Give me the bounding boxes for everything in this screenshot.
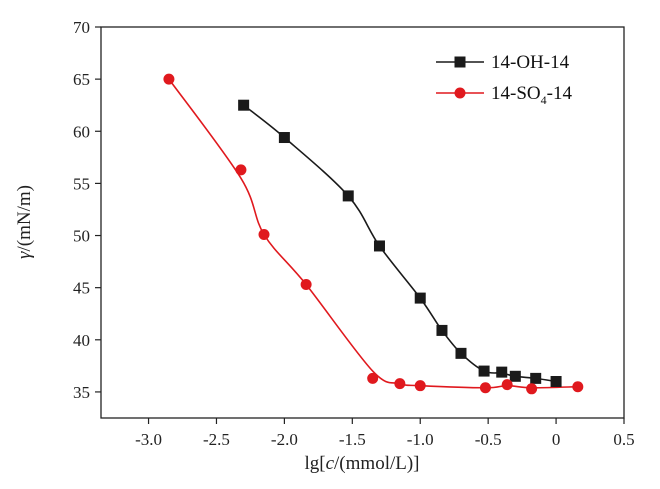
data-point-14-SO4-14 [479, 382, 491, 394]
y-tick-label: 60 [73, 122, 90, 141]
data-point-14-SO4-14 [526, 383, 538, 395]
plot-frame [100, 26, 625, 419]
y-axis-symbol: γ [14, 251, 35, 259]
data-point-14-OH-14 [550, 376, 562, 388]
y-tick-label: 70 [73, 18, 90, 37]
data-point-14-SO4-14 [300, 279, 312, 291]
legend-item-14-OH-14: 14-OH-14 [436, 52, 570, 73]
x-axis-title: lg[c/(mmol/L)] [304, 453, 419, 474]
x-tick-label: -1.0 [407, 430, 434, 449]
x-axis-symbol: c [326, 453, 335, 474]
data-point-14-OH-14 [436, 324, 448, 336]
data-point-14-SO4-14 [235, 164, 247, 176]
x-tick-label: 0.5 [613, 430, 634, 449]
data-point-14-SO4-14 [501, 379, 513, 391]
data-point-14-SO4-14 [414, 380, 426, 392]
series-curves [168, 78, 578, 389]
series-line-14-SO4-14 [168, 78, 578, 389]
x-axis-unit: /(mmol/L)] [334, 453, 419, 474]
data-point-14-SO4-14 [163, 73, 175, 85]
data-point-14-OH-14 [509, 370, 521, 382]
legend-item-14-SO4-14: 14-SO4-14 [436, 83, 572, 107]
data-point-14-SO4-14 [572, 381, 584, 393]
y-tick-label: 65 [73, 70, 90, 89]
x-tick-label: -2.0 [271, 430, 298, 449]
y-axis-title: γ/(mN/m) [14, 185, 35, 259]
y-tick-label: 45 [73, 279, 90, 298]
data-point-14-OH-14 [496, 366, 508, 378]
tick-layer: -3.0 -2.5 -2.0 -1.5 -1.0 -0.5 0 0.5 35 40 45 50 55 60… [73, 18, 635, 449]
legend-marker-14-OH-14 [454, 56, 466, 68]
legend-label-14-SO4-14: 14-SO4-14 [491, 83, 572, 107]
data-point-14-OH-14 [278, 132, 290, 144]
x-tick-label: -0.5 [475, 430, 502, 449]
legend-marker-14-SO4-14 [454, 87, 466, 99]
legend-label-14-OH-14: 14-OH-14 [491, 52, 570, 73]
series-markers [163, 73, 584, 395]
data-point-14-OH-14 [414, 292, 426, 304]
x-tick-label: -1.5 [339, 430, 366, 449]
data-point-14-SO4-14 [394, 378, 406, 390]
data-point-14-OH-14 [373, 240, 385, 252]
y-axis-unit: /(mN/m) [14, 185, 35, 252]
series-line-14-OH-14 [243, 104, 557, 383]
x-tick-label: 0 [552, 430, 561, 449]
data-point-14-OH-14 [530, 372, 542, 384]
x-axis-prefix: lg[ [304, 453, 325, 474]
x-tick-label: -2.5 [203, 430, 230, 449]
data-point-14-SO4-14 [367, 372, 379, 384]
y-tick-label: 35 [73, 383, 90, 402]
y-tick-label: 55 [73, 174, 90, 193]
x-tick-label: -3.0 [135, 430, 162, 449]
legend: 14-OH-14 14-SO4-14 [436, 52, 572, 107]
data-point-14-OH-14 [238, 99, 250, 111]
y-tick-label: 50 [73, 227, 90, 246]
data-point-14-OH-14 [455, 347, 467, 359]
data-point-14-OH-14 [342, 190, 354, 202]
data-point-14-OH-14 [478, 365, 490, 377]
y-tick-label: 40 [73, 331, 90, 350]
data-point-14-SO4-14 [258, 228, 270, 240]
